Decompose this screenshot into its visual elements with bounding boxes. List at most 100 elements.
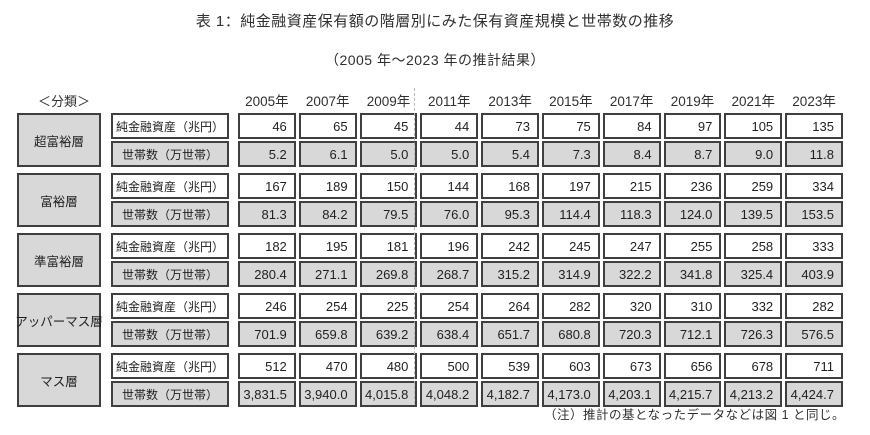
households-value-cell: 4,015.8 xyxy=(359,381,418,407)
assets-row: 純金融資産（兆円） 512 470 480 500 539 603 673 656 678 711 xyxy=(111,353,843,379)
assets-value-cell: 84 xyxy=(602,113,661,139)
assets-row-label: 純金融資産（兆円） xyxy=(111,293,229,319)
households-value-cell: 4,182.7 xyxy=(481,381,539,407)
households-value-cell: 271.1 xyxy=(298,261,357,287)
assets-row-label: 純金融資産（兆円） xyxy=(111,173,229,199)
households-value-cell: 639.2 xyxy=(359,321,418,347)
footnote: （注）推計の基となったデータなどは図 1 と同じ。 xyxy=(543,408,845,422)
assets-value-cell: 310 xyxy=(663,293,722,319)
households-value-cell: 11.8 xyxy=(785,141,843,167)
year-header: 2017年 xyxy=(609,94,654,109)
assets-value-cell: 65 xyxy=(298,113,357,139)
tier-category: アッパーマス層 xyxy=(15,293,103,347)
year-header: 2021年 xyxy=(731,94,776,109)
households-value-cell: 79.5 xyxy=(359,201,418,227)
year-header: 2015年 xyxy=(549,94,593,109)
assets-value-cell: 500 xyxy=(420,353,479,379)
tier-rows: 純金融資産（兆円） 182 195 181 196 242 245 247 255 258 333 世… xyxy=(111,233,843,287)
assets-value-cell: 189 xyxy=(298,173,357,199)
assets-value-cell: 258 xyxy=(724,233,783,259)
assets-row: 純金融資産（兆円） 167 189 150 144 168 197 215 236 259 334 xyxy=(111,173,843,199)
assets-value-cell: 254 xyxy=(420,293,479,319)
assets-value-cell: 75 xyxy=(541,113,600,139)
tier-group: 準富裕層 純金融資産（兆円） 182 195 181 196 242 245 247 255 258… xyxy=(17,233,843,287)
assets-value-cell: 195 xyxy=(298,233,357,259)
households-value-cell: 139.5 xyxy=(724,201,783,227)
households-row-label: 世帯数（万世帯） xyxy=(111,321,229,347)
assets-value-cell: 539 xyxy=(481,353,539,379)
households-value-cell: 114.4 xyxy=(541,201,600,227)
households-value-cell: 4,203.1 xyxy=(602,381,661,407)
households-value-cell: 314.9 xyxy=(541,261,600,287)
households-value-cell: 720.3 xyxy=(602,321,661,347)
assets-value-cell: 45 xyxy=(359,113,418,139)
tier-rows: 純金融資産（兆円） 512 470 480 500 539 603 673 656 678 711 世… xyxy=(111,353,843,407)
households-value-cell: 5.0 xyxy=(420,141,479,167)
assets-value-cell: 711 xyxy=(785,353,843,379)
assets-value-cell: 181 xyxy=(359,233,418,259)
table-title: 表 1：純金融資産保有額の階層別にみた保有資産規模と世帯数の推移 xyxy=(195,13,675,30)
tier-group: 富裕層 純金融資産（兆円） 167 189 150 144 168 197 215 236 259 3… xyxy=(17,173,843,227)
assets-value-cell: 245 xyxy=(541,233,600,259)
assets-value-cell: 512 xyxy=(238,353,296,379)
year-header: 2023年 xyxy=(792,94,836,109)
households-value-cell: 651.7 xyxy=(481,321,539,347)
assets-value-cell: 247 xyxy=(602,233,661,259)
households-value-cell: 322.2 xyxy=(602,261,661,287)
households-value-cell: 5.0 xyxy=(359,141,418,167)
year-header: 2009年 xyxy=(366,94,411,109)
households-value-cell: 153.5 xyxy=(785,201,843,227)
households-value-cell: 81.3 xyxy=(238,201,296,227)
year-header: 2013年 xyxy=(488,94,532,109)
assets-value-cell: 167 xyxy=(238,173,296,199)
households-value-cell: 76.0 xyxy=(420,201,479,227)
assets-row: 純金融資産（兆円） 46 65 45 44 73 75 84 97 105 135 xyxy=(111,113,843,139)
assets-value-cell: 105 xyxy=(724,113,783,139)
households-row-label: 世帯数（万世帯） xyxy=(111,201,229,227)
tier-category: 超富裕層 xyxy=(17,113,101,167)
assets-row-label: 純金融資産（兆円） xyxy=(111,113,229,139)
households-value-cell: 576.5 xyxy=(785,321,843,347)
assets-value-cell: 282 xyxy=(785,293,843,319)
assets-value-cell: 603 xyxy=(541,353,600,379)
assets-value-cell: 332 xyxy=(724,293,783,319)
assets-value-cell: 197 xyxy=(541,173,600,199)
assets-value-cell: 225 xyxy=(359,293,418,319)
assets-value-cell: 333 xyxy=(785,233,843,259)
tier-group: マス層 純金融資産（兆円） 512 470 480 500 539 603 673 656 678 7… xyxy=(17,353,843,407)
households-value-cell: 3,940.0 xyxy=(298,381,357,407)
households-value-cell: 726.3 xyxy=(724,321,783,347)
households-value-cell: 8.4 xyxy=(602,141,661,167)
assets-value-cell: 236 xyxy=(663,173,722,199)
assets-value-cell: 196 xyxy=(420,233,479,259)
assets-value-cell: 182 xyxy=(238,233,296,259)
assets-row: 純金融資産（兆円） 182 195 181 196 242 245 247 255 258 333 xyxy=(111,233,843,259)
households-value-cell: 701.9 xyxy=(238,321,296,347)
assets-value-cell: 255 xyxy=(663,233,722,259)
households-row: 世帯数（万世帯） 5.2 6.1 5.0 5.0 5.4 7.3 8.4 8.7 9.0 11.8 xyxy=(111,141,843,167)
assets-value-cell: 678 xyxy=(724,353,783,379)
households-value-cell: 712.1 xyxy=(663,321,722,347)
assets-value-cell: 480 xyxy=(359,353,418,379)
assets-value-cell: 215 xyxy=(602,173,661,199)
assets-value-cell: 259 xyxy=(724,173,783,199)
households-value-cell: 341.8 xyxy=(663,261,722,287)
assets-value-cell: 282 xyxy=(541,293,600,319)
households-value-cell: 403.9 xyxy=(785,261,843,287)
households-value-cell: 8.7 xyxy=(663,141,722,167)
households-row-label: 世帯数（万世帯） xyxy=(111,381,229,407)
households-value-cell: 118.3 xyxy=(602,201,661,227)
assets-value-cell: 46 xyxy=(238,113,296,139)
households-value-cell: 659.8 xyxy=(298,321,357,347)
table-header-row: ＜分類＞ 2005年 2007年 2009年 2011年 2013年 2015年 2017年… xyxy=(17,90,843,110)
households-value-cell: 269.8 xyxy=(359,261,418,287)
households-value-cell: 84.2 xyxy=(298,201,357,227)
households-value-cell: 6.1 xyxy=(298,141,357,167)
assets-value-cell: 320 xyxy=(602,293,661,319)
assets-value-cell: 135 xyxy=(785,113,843,139)
assets-value-cell: 656 xyxy=(663,353,722,379)
asset-households-table: ＜分類＞ 2005年 2007年 2009年 2011年 2013年 2015年 2017年… xyxy=(15,88,843,413)
year-header: 2005年 xyxy=(245,94,289,109)
assets-value-cell: 150 xyxy=(359,173,418,199)
